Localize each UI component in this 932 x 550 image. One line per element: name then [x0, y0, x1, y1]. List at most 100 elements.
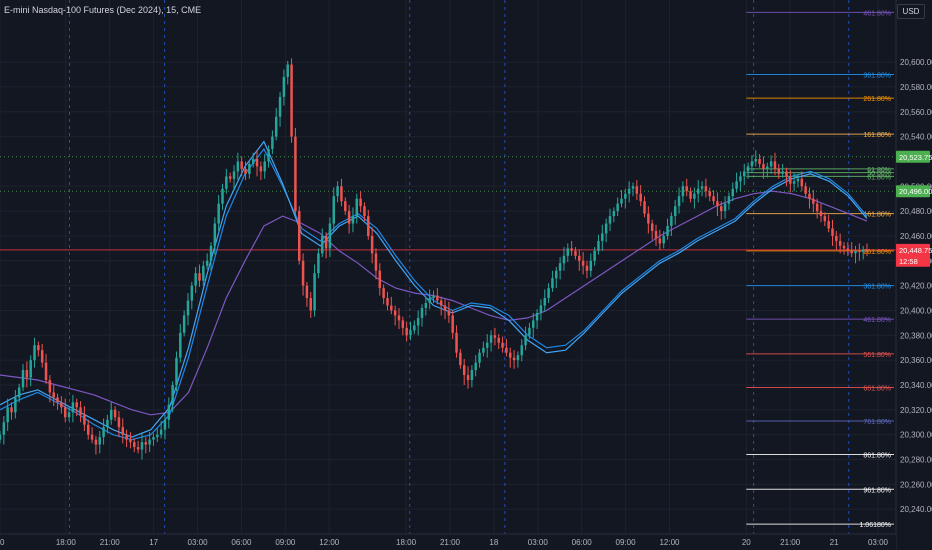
candle-body: [393, 310, 397, 316]
candle-body: [248, 163, 251, 174]
candle-body: [846, 248, 850, 251]
candle-body: [789, 176, 792, 184]
fib-level-label: 561.80%: [863, 352, 891, 359]
price-tag-label: 12:58: [899, 257, 918, 266]
candle-body: [459, 352, 462, 366]
time-tick-label: 17: [149, 538, 158, 547]
candle-body: [401, 320, 405, 328]
candle-body: [259, 166, 263, 172]
candle-body: [390, 305, 393, 311]
candle-body: [482, 347, 485, 353]
time-tick-label: 06:00: [231, 538, 252, 547]
candle-body: [301, 260, 305, 286]
candle-body: [766, 166, 769, 169]
candle-body: [10, 407, 13, 413]
candle-body: [865, 249, 869, 251]
time-tick-label: 21:00: [440, 538, 461, 547]
fib-level-label: 161.80%: [863, 212, 891, 219]
candle-body: [117, 417, 121, 428]
price-tag: [896, 150, 930, 163]
candle-body: [171, 384, 174, 405]
price-tag-label: 20,448.75: [899, 246, 932, 255]
candle-body: [278, 96, 282, 117]
candle-body: [6, 407, 9, 423]
candle-body: [98, 437, 101, 445]
candle-body: [240, 161, 243, 169]
candle-body: [589, 260, 593, 271]
candle-body: [428, 298, 431, 304]
candle-body: [121, 427, 125, 435]
candle-body: [110, 409, 113, 420]
candle-body: [677, 196, 681, 207]
candle-body: [359, 198, 362, 207]
candle-body: [374, 253, 378, 271]
candle-body: [52, 392, 55, 398]
price-axis[interactable]: 20,240.00 20,260.00 20,280.00 20,300.00 20,3…: [895, 0, 932, 550]
candle-body: [424, 303, 428, 308]
candle-body: [363, 206, 366, 217]
candle-body: [562, 255, 566, 264]
candle-body: [90, 434, 94, 440]
candle-body: [627, 188, 631, 194]
fib-level-label: 1.06180%: [859, 522, 891, 529]
candle-body: [340, 186, 343, 202]
candle-body: [125, 434, 128, 440]
candle-body: [470, 370, 474, 381]
fib-level-label: 361.80%: [863, 73, 891, 80]
candle-body: [658, 238, 662, 244]
candle-body: [601, 233, 604, 241]
candle-body: [140, 442, 144, 450]
price-tick-label: 20,580.00: [900, 83, 932, 92]
candle-body: [804, 186, 807, 194]
price-tick-label: 20,480.00: [900, 207, 932, 216]
candle-body: [397, 315, 401, 321]
candle-body: [781, 171, 784, 174]
candle-body: [815, 203, 819, 212]
candle-body: [217, 203, 220, 224]
candle-body: [336, 186, 339, 197]
price-tag-label: 20,496.00: [899, 187, 932, 196]
candle-body: [516, 355, 520, 361]
candle-body: [532, 320, 535, 328]
candle-body: [574, 250, 577, 256]
candle-body: [850, 250, 853, 254]
candle-body: [812, 198, 815, 204]
candle-body: [508, 352, 512, 358]
candle-body: [608, 216, 612, 224]
fib-level-label: 261.80%: [863, 249, 891, 256]
candle-body: [198, 273, 201, 281]
candle-body: [443, 305, 447, 311]
candle-body: [29, 360, 32, 378]
candle-body: [616, 203, 619, 212]
candle-body: [727, 196, 731, 204]
candle-body: [416, 317, 420, 326]
candle-body: [524, 335, 527, 346]
candle-body: [493, 335, 497, 338]
time-axis-bg: [0, 534, 896, 550]
candle-body: [635, 186, 639, 194]
candle-body: [205, 260, 209, 266]
candle-body: [796, 178, 800, 182]
candle-body: [497, 337, 500, 343]
candlesticks: [0, 58, 869, 460]
candle-body: [785, 171, 788, 177]
candle-body: [647, 213, 650, 224]
candle-body: [202, 265, 205, 281]
candle-body: [324, 235, 328, 249]
candle-body: [228, 176, 232, 179]
candle-body: [716, 201, 719, 207]
time-axis[interactable]: 00 18:00 21:00 17 03:00 06:00 09:00 12:00 18:00 2…: [0, 533, 896, 550]
candle-body: [21, 370, 25, 388]
candle-body: [37, 345, 40, 351]
candle-body: [251, 158, 255, 164]
candle-body: [654, 230, 658, 239]
currency-button[interactable]: USD: [897, 4, 925, 19]
candle-body: [113, 409, 117, 418]
price-tick-label: 20,400.00: [900, 306, 932, 315]
candle-body: [83, 414, 86, 425]
candle-body: [612, 211, 616, 217]
candle-body: [585, 265, 589, 271]
candle-body: [94, 439, 98, 445]
candle-body: [378, 270, 382, 289]
